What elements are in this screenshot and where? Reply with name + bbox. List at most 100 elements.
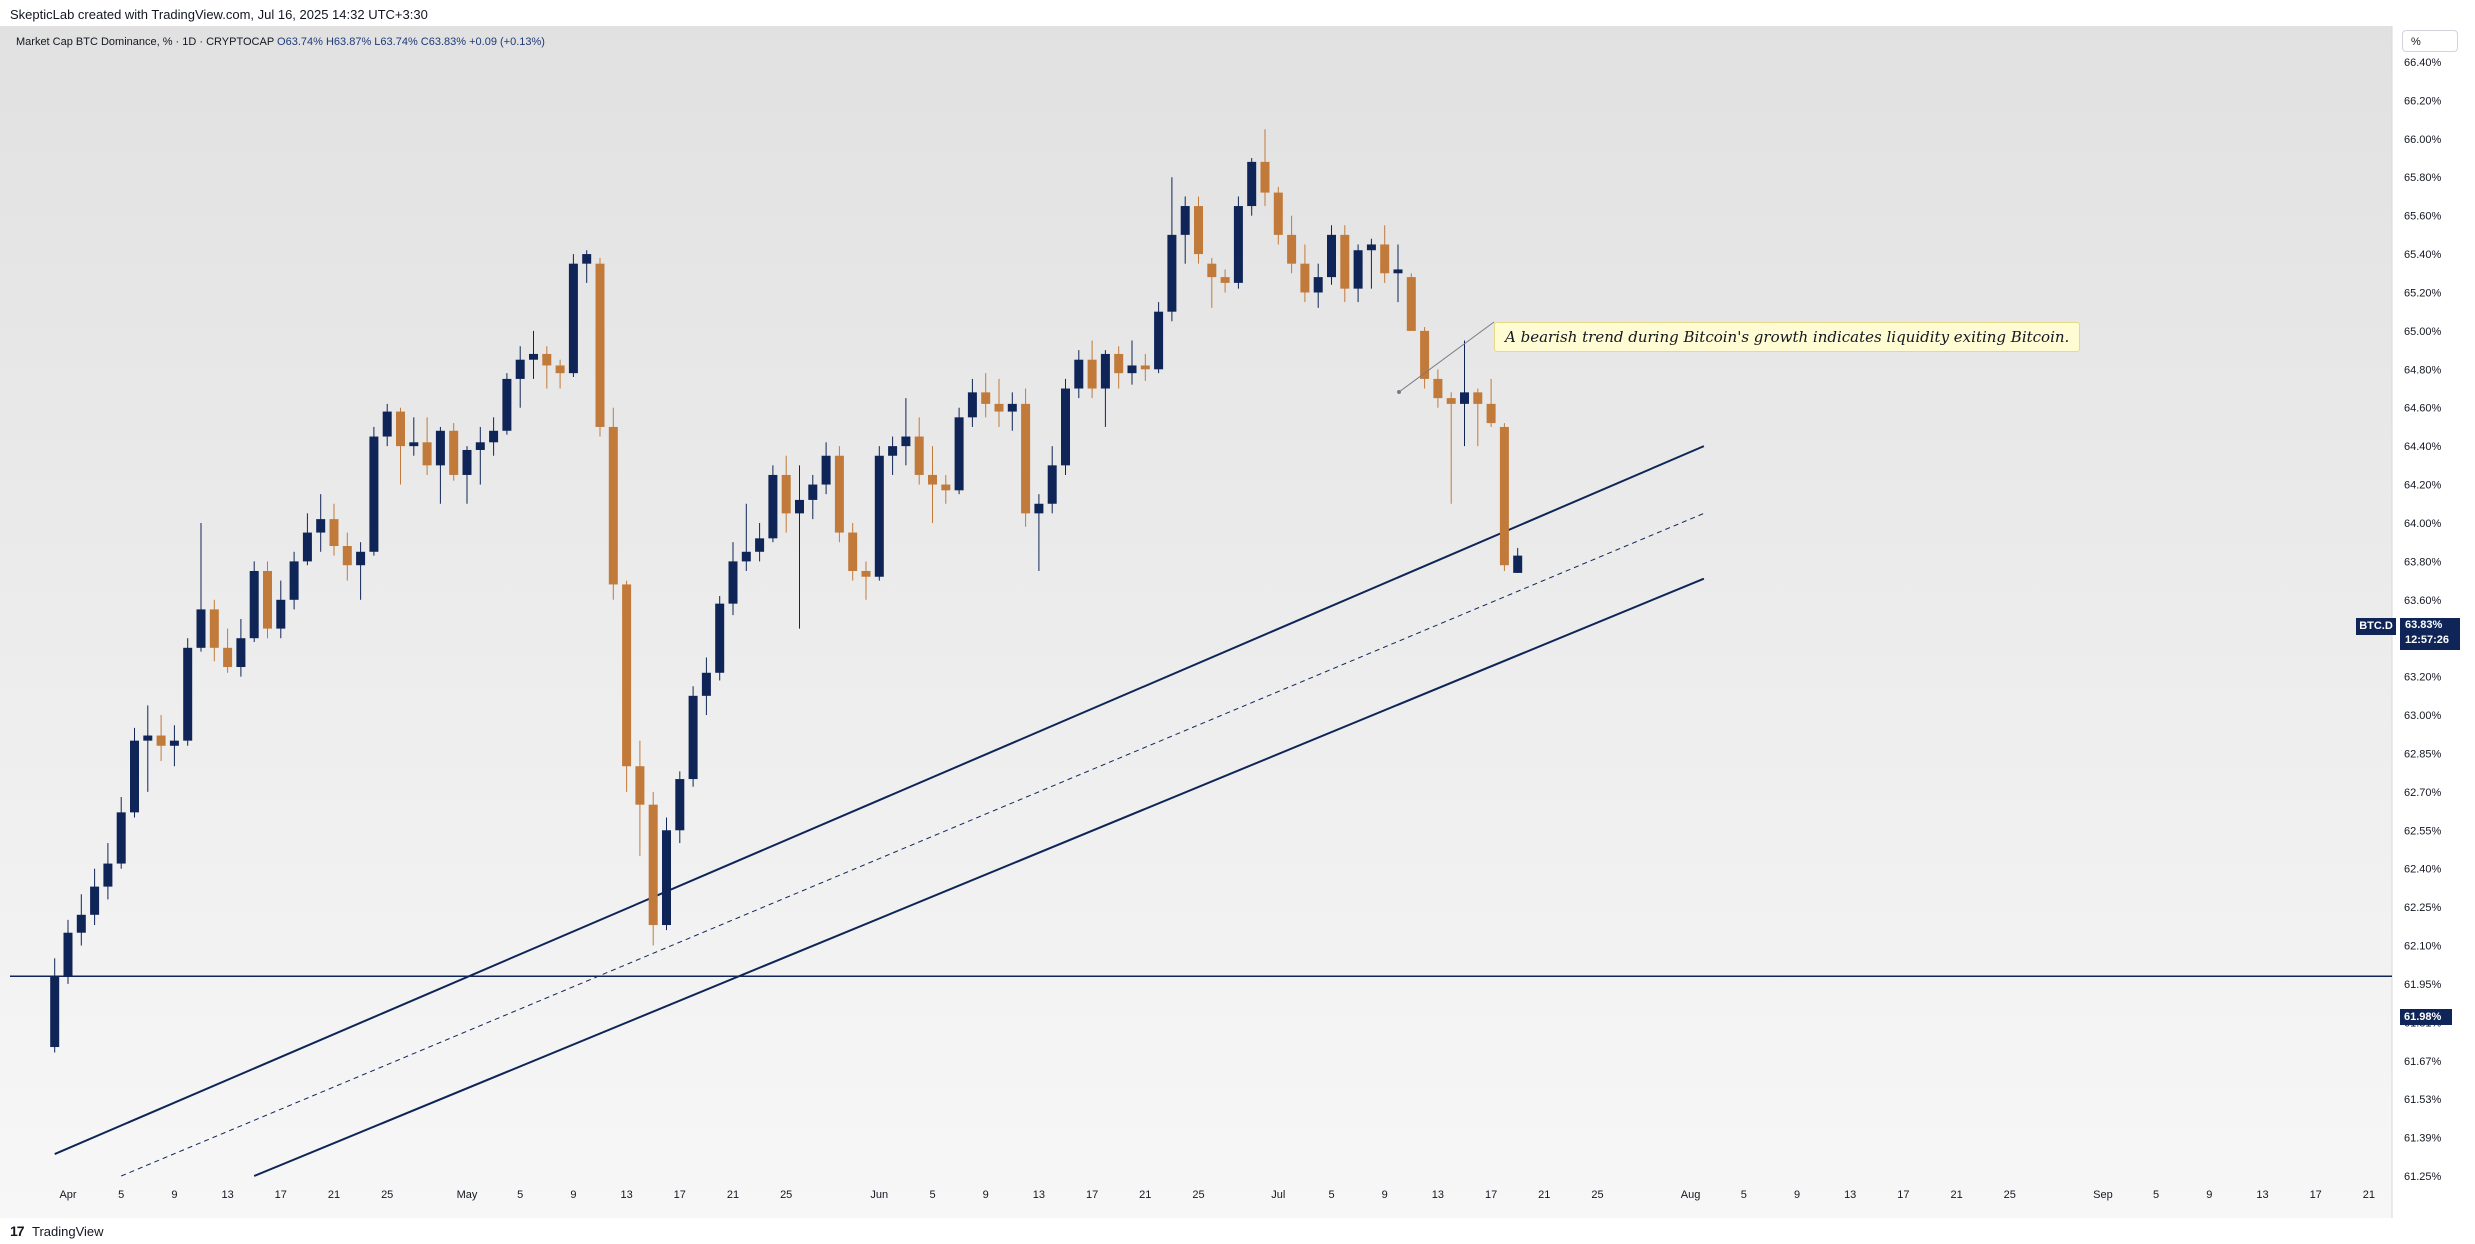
- candle: [675, 771, 685, 844]
- candle: [768, 465, 778, 543]
- price-tick-label: 65.80%: [2404, 172, 2442, 184]
- candlestick-chart[interactable]: 66.40% 66.20% 66.00% 65.80% 65.60% 65.40% 65.2…: [0, 26, 2475, 1218]
- candle: [103, 843, 113, 900]
- candle: [701, 657, 711, 716]
- candle: [316, 494, 326, 552]
- percent-scale-button[interactable]: %: [2402, 30, 2458, 52]
- candle-body: [1061, 388, 1070, 466]
- candle: [1034, 494, 1044, 571]
- candle-body: [435, 430, 445, 466]
- time-tick-label: 13: [221, 1189, 233, 1201]
- candle-body: [196, 609, 206, 648]
- candle: [382, 403, 392, 447]
- candle: [1021, 388, 1031, 527]
- candle-body: [156, 735, 166, 746]
- candle: [1366, 238, 1376, 289]
- time-tick-label: 25: [1591, 1189, 1603, 1201]
- time-axis[interactable]: Apr 5 9 13 17 21 25 May 5 9 13 17 21 25 Jun 5 9 13 17 21 25 J…: [59, 1189, 2375, 1201]
- annotation-anchor: [1397, 390, 1401, 394]
- candle-body: [1167, 234, 1177, 312]
- candle-body: [795, 499, 804, 514]
- candle-body: [781, 474, 791, 514]
- chart-area[interactable]: 66.40% 66.20% 66.00% 65.80% 65.60% 65.40% 65.2…: [0, 26, 2475, 1218]
- candle: [76, 894, 86, 946]
- candle-body: [994, 403, 1004, 412]
- time-tick-label: 25: [2004, 1189, 2016, 1201]
- candle-body: [1247, 161, 1257, 207]
- channel-boundary-line[interactable]: [54, 445, 1705, 1155]
- time-tick-label: 13: [1033, 1189, 1045, 1201]
- candle-body: [529, 353, 538, 360]
- candle: [1300, 244, 1310, 303]
- candle: [1247, 158, 1257, 216]
- price-tick-label: 61.95%: [2404, 979, 2442, 991]
- tradingview-brand: TradingView: [32, 1224, 104, 1239]
- candle-body: [1366, 244, 1376, 251]
- candle: [502, 373, 512, 435]
- candle: [156, 715, 166, 762]
- price-axis[interactable]: 66.40% 66.20% 66.00% 65.80% 65.60% 65.40% 65.2…: [2404, 57, 2442, 1183]
- price-tick-label: 64.60%: [2404, 403, 2442, 415]
- candle-body: [675, 779, 685, 831]
- candle: [1154, 302, 1164, 374]
- candle-body: [1513, 555, 1523, 573]
- candle-body: [981, 392, 991, 404]
- chart-annotation[interactable]: A bearish trend during Bitcoin's growth …: [1494, 322, 2081, 352]
- candle-body: [1100, 353, 1110, 389]
- time-tick-label: 21: [328, 1189, 340, 1201]
- price-tick-label: 61.67%: [2404, 1056, 2442, 1068]
- candle-body: [1233, 206, 1243, 283]
- time-tick-label: 13: [1432, 1189, 1444, 1201]
- candle: [582, 250, 592, 283]
- candle-body: [169, 740, 179, 746]
- candle-body: [1074, 359, 1084, 389]
- candle: [50, 958, 60, 1053]
- candle: [1074, 350, 1084, 399]
- candle: [369, 426, 379, 556]
- candle: [901, 398, 911, 466]
- candle: [1061, 378, 1070, 475]
- candle: [648, 791, 658, 946]
- candle-body: [90, 886, 100, 915]
- drawing-lines[interactable]: [10, 445, 2392, 1177]
- candle: [489, 417, 499, 456]
- candle: [143, 705, 153, 792]
- candle: [409, 417, 419, 456]
- channel-boundary-line[interactable]: [253, 577, 1705, 1177]
- candle-body: [1207, 263, 1217, 278]
- time-tick-label: Sep: [2093, 1189, 2113, 1201]
- candle-body: [356, 551, 366, 566]
- candle-body: [954, 417, 964, 491]
- candles: [50, 129, 1523, 1053]
- candle: [1007, 392, 1017, 431]
- candle: [874, 446, 884, 581]
- price-tick-label: 62.70%: [2404, 787, 2442, 799]
- channel-median-line[interactable]: [121, 512, 1705, 1177]
- candle: [834, 446, 844, 543]
- time-tick-label: 5: [1741, 1189, 1747, 1201]
- candle: [941, 474, 951, 504]
- candle: [741, 503, 751, 571]
- candle-body: [741, 551, 751, 562]
- candle: [1340, 225, 1350, 303]
- candle: [635, 740, 645, 856]
- price-tick-label: 64.80%: [2404, 364, 2442, 376]
- candle-body: [1406, 277, 1416, 331]
- candle: [1114, 346, 1124, 389]
- candle-body: [728, 561, 738, 604]
- time-tick-label: Apr: [59, 1189, 76, 1201]
- price-tick-label: 62.10%: [2404, 941, 2442, 953]
- candle-body: [1034, 503, 1044, 514]
- time-tick-label: 9: [983, 1189, 989, 1201]
- candle-body: [1087, 359, 1097, 389]
- candle-body: [329, 519, 339, 547]
- candle: [183, 638, 193, 746]
- time-tick-label: 9: [1794, 1189, 1800, 1201]
- candle-body: [1460, 392, 1469, 404]
- candle-body: [1180, 206, 1190, 235]
- candle: [529, 330, 538, 379]
- candle-body: [1340, 234, 1350, 289]
- candle: [249, 561, 259, 643]
- candle-body: [1021, 403, 1031, 514]
- symbol-badge: BTC.D: [2356, 618, 2396, 635]
